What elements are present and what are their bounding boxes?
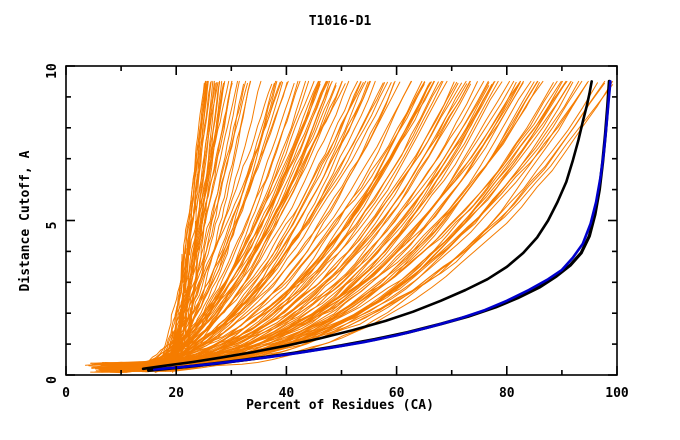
reference-curve-reference-black-upper	[141, 80, 593, 371]
prediction-curve	[99, 82, 588, 372]
prediction-curve	[101, 80, 539, 373]
x-tick-label: 0	[62, 386, 70, 401]
y-tick-label: 10	[45, 63, 60, 79]
x-tick-label: 60	[389, 386, 405, 401]
prediction-curves	[85, 80, 614, 374]
prediction-curve	[152, 83, 273, 369]
x-tick-label: 40	[279, 386, 295, 401]
prediction-curve	[102, 82, 524, 364]
x-tick-label: 20	[168, 386, 184, 401]
prediction-curve	[178, 80, 214, 364]
prediction-curve	[97, 80, 614, 368]
prediction-curve	[88, 80, 563, 368]
x-axis-label: Percent of Residues (CA)	[246, 398, 434, 413]
x-tick-label: 80	[499, 386, 515, 401]
prediction-curve	[185, 81, 221, 367]
prediction-curve	[144, 83, 295, 366]
tick-labels: 0 20 40 60 80 100 0 5 10	[45, 63, 629, 401]
prediction-curve	[133, 80, 343, 366]
prediction-curve	[173, 80, 206, 369]
prediction-curve	[174, 84, 207, 365]
y-tick-label: 0	[45, 376, 60, 384]
page-title: T1016-D1	[308, 14, 372, 29]
prediction-curve	[169, 80, 240, 364]
prediction-curve	[179, 80, 215, 369]
y-axis-label-wrapper: Distance Cutoff, A	[18, 111, 38, 331]
prediction-curve	[109, 80, 444, 374]
prediction-curve	[109, 80, 448, 366]
y-axis-label: Distance Cutoff, A	[18, 150, 33, 292]
reference-curve-reference-blue	[152, 80, 612, 371]
x-tick-label: 100	[605, 386, 629, 401]
reference-curves	[141, 79, 612, 372]
prediction-curve	[164, 80, 233, 365]
axes	[65, 65, 618, 376]
prediction-curve	[166, 83, 244, 365]
y-tick-label: 5	[45, 222, 60, 230]
